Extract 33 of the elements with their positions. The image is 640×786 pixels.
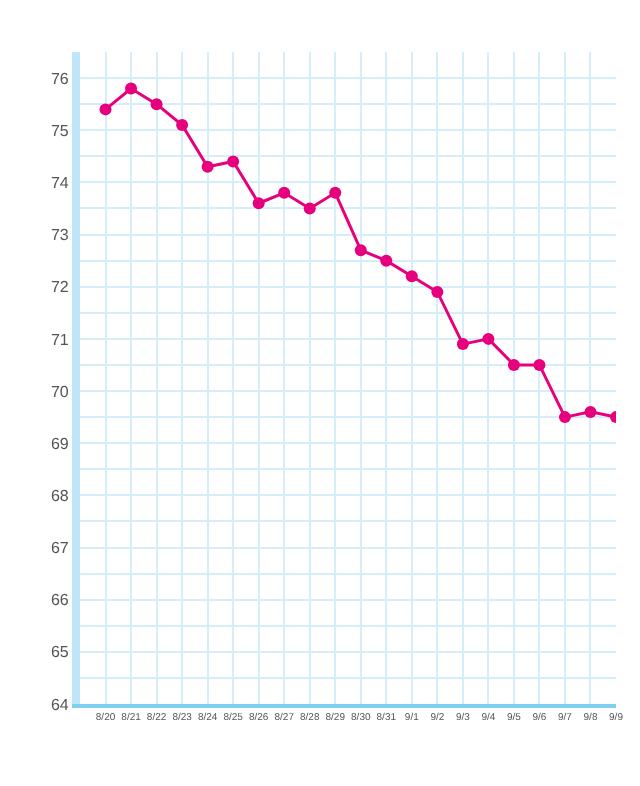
point <box>354 244 367 257</box>
y-tick-label: 66 <box>50 591 70 610</box>
y-tick-label: 65 <box>50 643 70 662</box>
point <box>201 160 214 173</box>
point <box>558 411 571 424</box>
y-tick-label: 64 <box>50 695 70 714</box>
y-tick-label: 69 <box>50 434 70 453</box>
point <box>227 155 240 168</box>
point <box>150 98 163 111</box>
y-tick-label: 74 <box>50 174 70 192</box>
point <box>584 405 597 418</box>
point <box>533 358 546 371</box>
point <box>329 186 342 199</box>
point <box>482 332 495 345</box>
point <box>405 270 418 283</box>
point <box>431 285 444 298</box>
y-tick-label: 67 <box>50 539 70 558</box>
point <box>125 82 138 95</box>
y-tick-label: 70 <box>50 382 70 401</box>
point <box>278 186 291 199</box>
point <box>456 338 469 351</box>
y-tick-label: 76 <box>50 69 70 88</box>
y-tick-label: 72 <box>50 278 70 297</box>
point <box>507 358 520 371</box>
y-tick-label: 75 <box>50 121 70 140</box>
y-tick-label: 73 <box>50 226 70 245</box>
point <box>380 254 393 267</box>
y-tick-label: 68 <box>50 486 70 505</box>
point <box>99 103 112 116</box>
point <box>252 197 265 210</box>
point <box>303 202 316 215</box>
point <box>176 119 189 132</box>
y-tick-label: 71 <box>50 330 70 349</box>
